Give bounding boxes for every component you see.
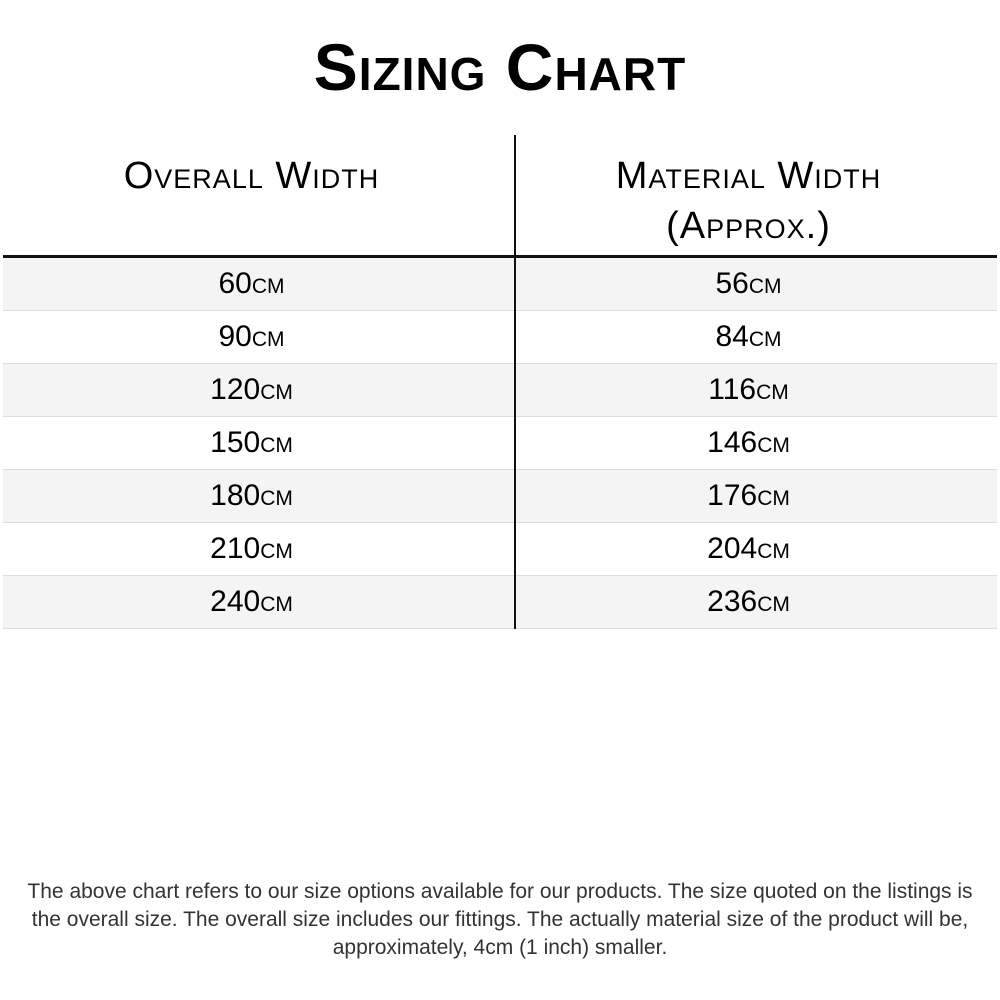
table-row: 240cm 236cm [3,576,997,629]
footnote: The above chart refers to our size optio… [27,880,973,959]
overall-width-cell: 210cm [210,532,293,565]
header-overall-width: Overall Width [123,155,380,197]
overall-width-cell: 90cm [218,320,285,353]
material-width-cell: 204cm [707,532,790,565]
overall-width-cell: 120cm [210,373,293,406]
header-overall-width-cell: Overall Width [3,135,500,201]
header-material-width-cell: Material Width (Approx.) [500,135,997,251]
table-row: 60cm 56cm [3,258,997,311]
material-width-cell: 176cm [707,479,790,512]
table-row: 120cm 116cm [3,364,997,417]
table-row: 210cm 204cm [3,523,997,576]
column-divider [514,135,516,629]
table-row: 90cm 84cm [3,311,997,364]
table-row: 180cm 176cm [3,470,997,523]
overall-width-cell: 180cm [210,479,293,512]
overall-width-cell: 60cm [218,267,285,300]
overall-width-cell: 150cm [210,426,293,459]
table-body: 60cm 56cm 90cm 84cm 120cm 116cm 150cm 146cm 180c… [3,258,997,629]
material-width-cell: 146cm [707,426,790,459]
material-width-cell: 56cm [715,267,782,300]
overall-width-cell: 240cm [210,585,293,618]
table-header: Overall Width Material Width (Approx.) [3,135,997,258]
material-width-cell: 84cm [715,320,782,353]
page-title: Sizing Chart [313,30,687,104]
sizing-table: Overall Width Material Width (Approx.) 6… [3,135,997,629]
table-row: 150cm 146cm [3,417,997,470]
material-width-cell: 236cm [707,585,790,618]
material-width-cell: 116cm [708,373,789,406]
header-material-width: Material Width (Approx.) [615,155,882,247]
